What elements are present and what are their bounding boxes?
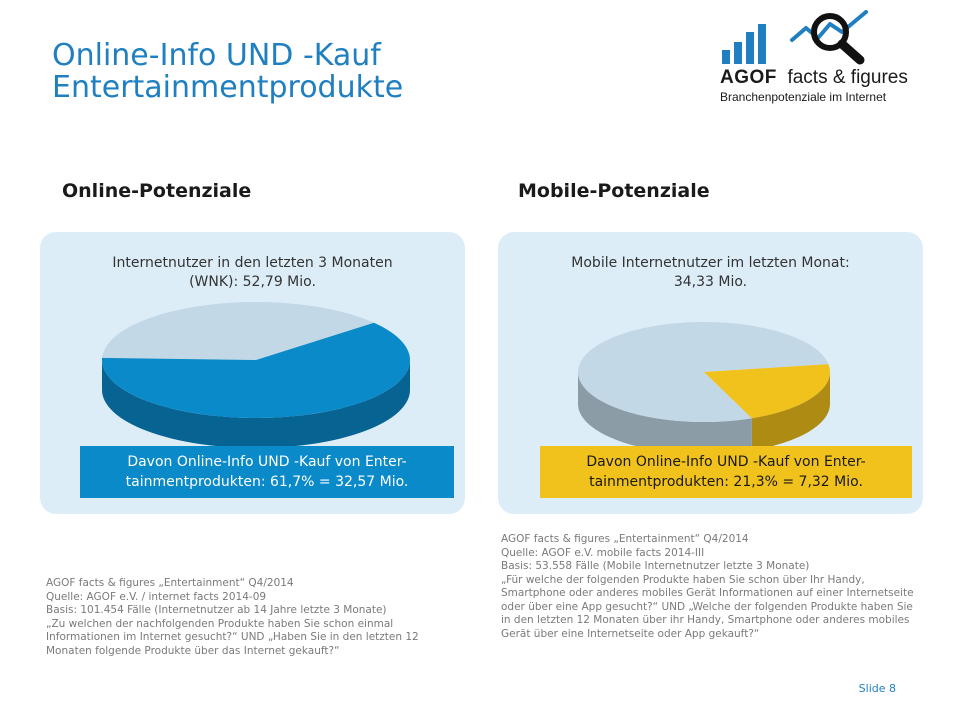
mobile-source-note: AGOF facts & figures „Entertainment“ Q4/… <box>501 533 914 640</box>
online-result-box: Davon Online-Info UND -Kauf von Enter- t… <box>80 446 454 498</box>
online-heading: Online-Potenziale <box>62 180 252 202</box>
online-stat-line-2: (WNK): 52,79 Mio. <box>189 274 316 290</box>
rest-slice <box>102 302 374 360</box>
online-result-line-2: tainmentprodukten: 61,7% = 32,57 Mio. <box>125 474 409 490</box>
online-stat: Internetnutzer in den letzten 3 Monaten … <box>60 254 445 292</box>
share-slice-side <box>102 360 410 448</box>
mobile-result-line-2: tainmentprodukten: 21,3% = 7,32 Mio. <box>589 474 863 490</box>
mobile-pie-chart <box>578 322 830 454</box>
logo-subtitle: Branchenpotenziale im Internet <box>720 90 887 104</box>
mobile-stat-line-2: 34,33 Mio. <box>673 274 748 290</box>
mobile-result-line-1: Davon Online-Info UND -Kauf von Enter- <box>586 454 866 470</box>
rest-slice-side <box>578 372 752 454</box>
mobile-stat-line-1: Mobile Internetnutzer im letzten Monat: <box>571 255 850 271</box>
mobile-result-box: Davon Online-Info UND -Kauf von Enter- t… <box>540 446 912 498</box>
logo-wordmark: AGOF facts & figures <box>720 67 908 88</box>
title-line-2: Entertainmentprodukte <box>52 70 404 105</box>
share-slice-side <box>751 372 830 451</box>
page-title: Online-Info UND -Kauf Entertainmentprodu… <box>52 40 403 104</box>
rest-slice <box>578 322 829 422</box>
magnifier-trend-icon <box>790 10 868 65</box>
slide-number: Slide 8 <box>858 682 896 695</box>
title-line-1: Online-Info UND -Kauf <box>52 38 381 73</box>
mobile-heading: Mobile-Potenziale <box>518 180 710 202</box>
share-slice <box>101 322 411 418</box>
mobile-stat: Mobile Internetnutzer im letzten Monat: … <box>518 254 903 292</box>
online-pie-chart <box>101 302 411 448</box>
agof-logo <box>722 10 868 65</box>
share-slice <box>704 364 830 419</box>
online-source-note: AGOF facts & figures „Entertainment“ Q4/… <box>46 577 419 657</box>
bar-chart-icon <box>722 24 766 64</box>
online-stat-line-1: Internetnutzer in den letzten 3 Monaten <box>112 255 393 271</box>
online-result-line-1: Davon Online-Info UND -Kauf von Enter- <box>127 454 407 470</box>
